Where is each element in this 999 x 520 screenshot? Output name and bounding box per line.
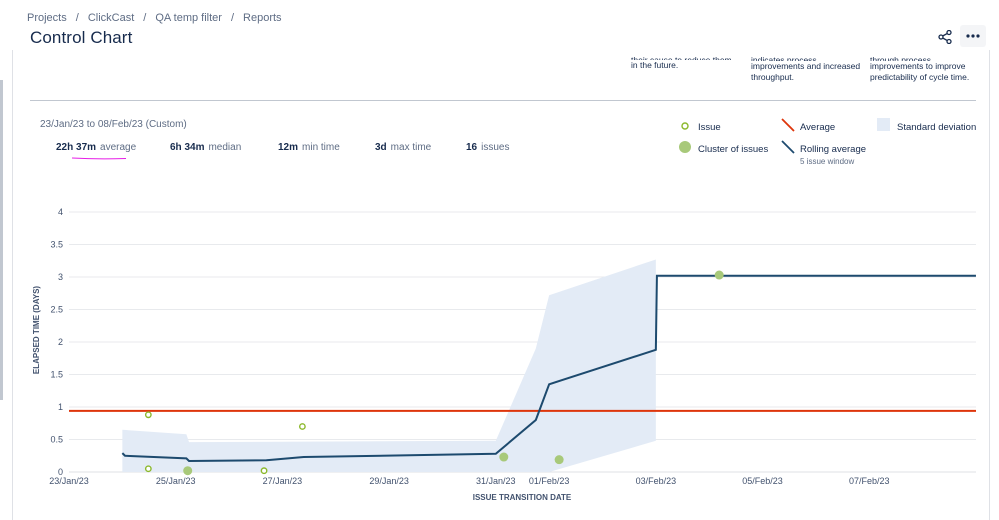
stat-average: 22h 37m average	[56, 142, 137, 153]
more-actions-button[interactable]	[960, 25, 986, 47]
more-icon	[966, 34, 980, 38]
x-tick-label: 01/Feb/23	[529, 476, 570, 486]
cluster-legend-icon	[679, 141, 691, 153]
x-tick-label: 23/Jan/23	[49, 476, 89, 486]
y-tick-label: 0.5	[50, 435, 63, 445]
stat-min-time: 12m min time	[278, 142, 340, 153]
y-tick-label: 2	[58, 337, 63, 347]
x-tick-label: 29/Jan/23	[369, 476, 409, 486]
hint-text-2: indicates process improvements and incre…	[751, 55, 861, 82]
stat-max-time: 3d max time	[375, 142, 432, 153]
std-deviation-band	[122, 259, 656, 472]
page-title: Control Chart	[30, 28, 133, 47]
issue-point	[144, 465, 152, 473]
issue-point	[260, 467, 268, 475]
highlight-underline	[71, 157, 127, 160]
y-tick-label: 1.5	[50, 370, 63, 380]
y-tick-label: 0	[58, 467, 63, 477]
stat-median: 6h 34m median	[170, 142, 242, 153]
average-legend-icon	[781, 118, 795, 132]
breadcrumb-projects[interactable]: Projects	[27, 12, 67, 24]
hint-text-1: their cause to reduce them in the future…	[631, 55, 732, 70]
cluster-point	[714, 270, 724, 280]
legend-rolling: Rolling average	[800, 144, 867, 155]
issue-legend-icon	[681, 122, 689, 130]
breadcrumb-clickcast[interactable]: ClickCast	[87, 12, 135, 24]
share-icon	[938, 30, 952, 44]
x-tick-label: 27/Jan/23	[263, 476, 303, 486]
breadcrumb: Projects / ClickCast / QA temp filter / Rep…	[27, 12, 282, 24]
issue-point	[298, 423, 306, 430]
y-tick-label: 3.5	[50, 240, 63, 250]
y-tick-label: 1	[58, 402, 63, 412]
legend-rolling-window: 5 issue window	[800, 157, 855, 166]
share-button[interactable]	[934, 26, 956, 48]
breadcrumb-qa-temp-filter[interactable]: QA temp filter	[155, 12, 222, 24]
section-divider	[30, 100, 976, 101]
issue-point	[144, 411, 152, 419]
breadcrumb-reports[interactable]: Reports	[243, 12, 282, 24]
page-scrollbar[interactable]	[0, 80, 3, 400]
rolling-average-line	[121, 274, 976, 462]
legend-issue: Issue	[698, 122, 721, 133]
rolling-legend-icon	[781, 140, 795, 154]
cluster-point	[554, 455, 564, 465]
stat-issues: 16 issues	[466, 142, 510, 153]
x-axis-title: ISSUE TRANSITION DATE	[473, 493, 572, 502]
x-tick-label: 03/Feb/23	[636, 476, 677, 486]
y-tick-label: 3	[58, 272, 63, 282]
y-tick-label: 4	[58, 207, 63, 217]
date-range-label: 23/Jan/23 to 08/Feb/23 (Custom)	[40, 119, 187, 130]
y-axis-title: ELAPSED TIME (DAYS)	[32, 286, 41, 374]
report-panel	[12, 50, 990, 520]
x-tick-label: 25/Jan/23	[156, 476, 196, 486]
x-tick-label: 07/Feb/23	[849, 476, 890, 486]
y-tick-label: 2.5	[50, 305, 63, 315]
legend-average: Average	[800, 122, 836, 133]
stddev-legend-icon	[877, 118, 890, 131]
x-tick-label: 05/Feb/23	[742, 476, 783, 486]
x-tick-label: 31/Jan/23	[476, 476, 516, 486]
cluster-point	[499, 452, 509, 462]
cluster-point	[183, 466, 193, 476]
hint-text-3: through process improvements to improve …	[870, 55, 970, 82]
legend-cluster: Cluster of issues	[698, 144, 769, 155]
legend-stddev: Standard deviation	[897, 122, 977, 133]
